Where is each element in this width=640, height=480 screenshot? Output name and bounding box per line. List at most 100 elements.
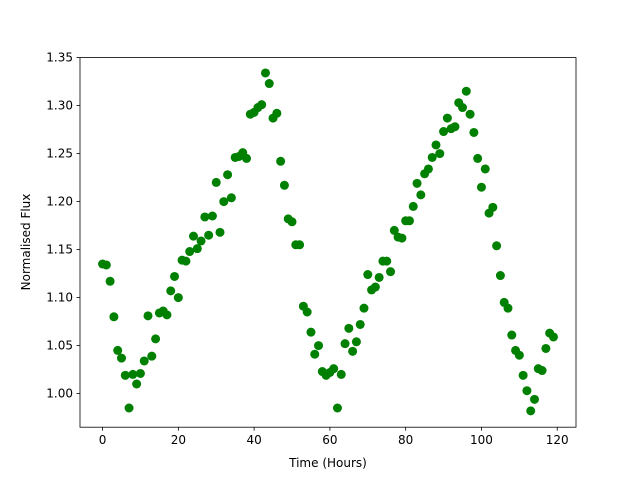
data-point: [109, 312, 119, 322]
data-point: [211, 177, 221, 187]
data-point: [185, 247, 195, 257]
data-point: [287, 217, 297, 227]
data-point: [166, 286, 176, 296]
data-point: [458, 103, 468, 113]
data-point: [105, 276, 115, 286]
data-point: [450, 122, 460, 132]
data-point: [503, 303, 513, 313]
data-point: [541, 343, 551, 353]
y-axis-label: Normalised Flux: [19, 194, 33, 291]
data-point: [386, 267, 396, 277]
data-point: [223, 170, 233, 180]
data-point: [306, 327, 316, 337]
data-point: [260, 68, 270, 78]
data-point: [162, 310, 172, 320]
data-point: [207, 211, 217, 221]
data-point: [480, 164, 490, 174]
x-tick-label: 60: [322, 433, 337, 447]
data-point: [132, 379, 142, 389]
y-tick-label: 1.10: [46, 291, 73, 305]
data-point: [340, 339, 350, 349]
data-point: [257, 100, 267, 110]
data-point: [279, 180, 289, 190]
y-tick-label: 1.20: [46, 195, 73, 209]
data-point: [548, 332, 558, 342]
plot-frame: [79, 57, 577, 428]
data-point: [336, 369, 346, 379]
data-point: [170, 271, 180, 281]
data-point: [139, 356, 149, 366]
data-point: [537, 366, 547, 376]
data-point: [488, 202, 498, 212]
data-point: [408, 201, 418, 211]
data-point: [518, 370, 528, 380]
data-point: [382, 256, 392, 266]
y-tick-label: 1.35: [46, 51, 73, 65]
data-point: [200, 212, 210, 222]
data-point: [329, 364, 339, 374]
data-point: [314, 341, 324, 351]
data-point: [397, 233, 407, 243]
data-point: [507, 330, 517, 340]
data-point: [128, 369, 138, 379]
data-point: [113, 345, 123, 355]
y-tick-label: 1.00: [46, 387, 73, 401]
data-point: [389, 225, 399, 235]
data-point: [116, 353, 126, 363]
data-point: [188, 231, 198, 241]
data-point: [530, 394, 540, 404]
data-point: [173, 293, 183, 303]
data-point: [204, 230, 214, 240]
data-point: [302, 307, 312, 317]
data-point: [423, 164, 433, 174]
data-point: [181, 256, 191, 266]
data-point: [476, 182, 486, 192]
data-point: [412, 178, 422, 188]
x-tick-label: 0: [99, 433, 107, 447]
data-point: [147, 351, 157, 361]
data-point: [526, 406, 536, 416]
data-point: [370, 282, 380, 292]
data-point: [492, 241, 502, 251]
data-point: [135, 368, 145, 378]
y-tick-label: 1.15: [46, 243, 73, 257]
data-point: [272, 108, 282, 118]
data-point: [310, 349, 320, 359]
x-tick-label: 40: [246, 433, 261, 447]
data-point: [143, 311, 153, 321]
data-point: [264, 79, 274, 89]
y-tick-label: 1.25: [46, 147, 73, 161]
data-point: [431, 140, 441, 150]
data-point: [461, 86, 471, 96]
data-point: [442, 113, 452, 123]
data-point: [465, 109, 475, 119]
data-point: [514, 350, 524, 360]
data-point: [219, 197, 229, 207]
x-axis-label: Time (Hours): [288, 456, 367, 470]
data-point: [435, 149, 445, 159]
data-point: [276, 156, 286, 166]
data-point: [416, 190, 426, 200]
data-point: [359, 303, 369, 313]
data-point: [101, 260, 111, 270]
y-tick-label: 1.05: [46, 339, 73, 353]
data-point: [120, 370, 130, 380]
data-point: [124, 403, 134, 413]
data-point: [522, 386, 532, 396]
data-point: [355, 319, 365, 329]
data-point: [344, 323, 354, 333]
data-point: [151, 334, 161, 344]
data-point: [192, 244, 202, 254]
x-tick-label: 100: [470, 433, 493, 447]
data-point: [348, 346, 358, 356]
data-point: [374, 272, 384, 282]
data-point: [215, 227, 225, 237]
data-point: [196, 236, 206, 246]
data-point: [351, 337, 361, 347]
data-point: [332, 403, 342, 413]
data-point: [469, 127, 479, 137]
data-point: [473, 153, 483, 163]
data-point: [226, 193, 236, 203]
